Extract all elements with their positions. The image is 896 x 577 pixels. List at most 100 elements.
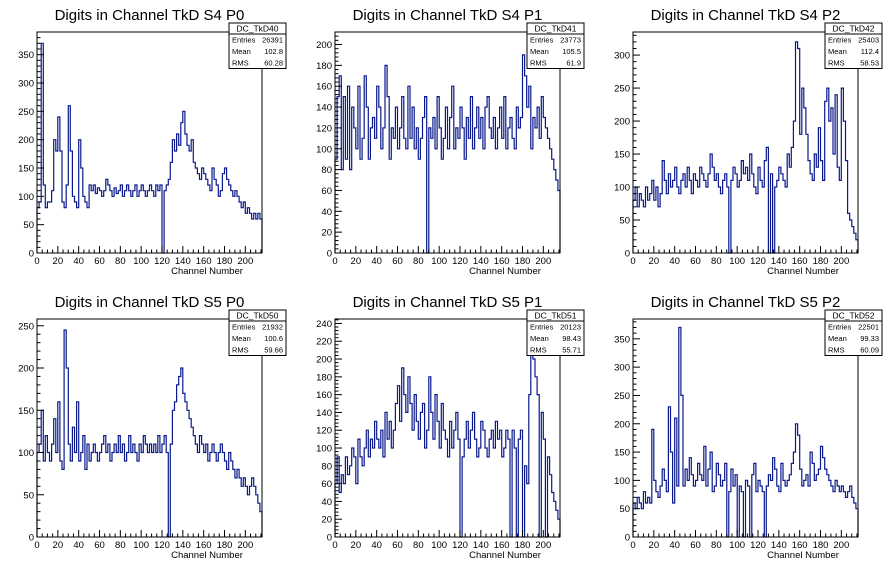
y-tick-label: 0: [29, 533, 34, 544]
y-tick-label: 250: [614, 391, 630, 402]
x-tick-label: 180: [515, 540, 531, 551]
stats-box-value: 60.28: [264, 59, 283, 68]
chart-panel: Digits in Channel TkD S5 P2 0 20 40 60 80 100 1…: [614, 294, 883, 561]
x-tick-label: 40: [73, 540, 84, 551]
x-tick-label: 140: [771, 256, 787, 267]
plot-frame: [334, 318, 561, 538]
y-tick-label: 20: [321, 228, 332, 239]
stats-box-value: 102.8: [264, 47, 283, 56]
chart-title: Digits in Channel TkD S4 P2: [651, 7, 841, 24]
y-tick-label: 200: [18, 364, 34, 375]
x-tick-label: 140: [473, 540, 489, 551]
x-tick-label: 60: [690, 256, 701, 267]
x-axis-label: Channel Number: [469, 266, 541, 277]
x-tick-label: 140: [175, 256, 191, 267]
x-tick-label: 100: [431, 540, 447, 551]
y-tick-label: 0: [625, 533, 630, 544]
x-axis-label: Channel Number: [469, 550, 541, 561]
y-tick-label: 0: [29, 249, 34, 260]
x-tick-label: 0: [34, 256, 39, 267]
x-tick-label: 0: [630, 256, 635, 267]
chart-title: Digits in Channel TkD S5 P0: [55, 294, 245, 311]
x-tick-label: 20: [649, 540, 660, 551]
x-tick-label: 160: [792, 540, 808, 551]
x-tick-label: 140: [473, 256, 489, 267]
y-tick-label: 160: [316, 390, 332, 401]
y-tick-label: 180: [316, 61, 332, 72]
y-tick-label: 200: [614, 419, 630, 430]
x-tick-label: 20: [351, 256, 362, 267]
y-tick-label: 50: [23, 220, 34, 231]
x-tick-label: 140: [771, 540, 787, 551]
histogram-series-line: [334, 54, 561, 254]
stats-box-value: 60.09: [860, 346, 879, 355]
stats-box: DC_TkD52 Entries 22501 Mean 99.33 RMS 60.09: [824, 309, 883, 356]
x-tick-label: 80: [115, 540, 126, 551]
stats-box-key: Entries: [828, 36, 852, 45]
stats-box-frame: [228, 22, 287, 69]
stats-box-key: RMS: [232, 59, 249, 68]
x-tick-label: 160: [494, 256, 510, 267]
y-tick-label: 80: [321, 461, 332, 472]
chart-title: Digits in Channel TkD S5 P2: [651, 294, 841, 311]
y-tick-label: 20: [321, 515, 332, 526]
stats-box-value: 112.4: [861, 47, 879, 56]
x-tick-label: 100: [729, 256, 745, 267]
x-tick-label: 100: [431, 256, 447, 267]
y-tick-label: 160: [316, 82, 332, 93]
stats-box: DC_TkD51 Entries 20123 Mean 98.43 RMS 55.71: [526, 309, 585, 356]
stats-box-value: 105.5: [562, 47, 581, 56]
y-tick-label: 300: [18, 79, 34, 90]
y-tick-label: 350: [614, 334, 630, 345]
y-tick-label: 100: [316, 444, 332, 455]
stats-box-key: RMS: [828, 346, 845, 355]
histogram-series-line: [334, 340, 561, 538]
x-tick-label: 20: [649, 256, 660, 267]
y-tick-label: 100: [614, 476, 630, 487]
y-tick-label: 240: [316, 319, 332, 330]
stats-box: DC_TkD42 Entries 25403 Mean 112.4 RMS 58.53: [824, 22, 883, 69]
chart-panel: Digits in Channel TkD S4 P0 0 20 40 60 80 100 1…: [18, 7, 287, 277]
x-tick-label: 200: [237, 256, 253, 267]
histogram-series-line: [632, 326, 859, 538]
chart-title: Digits in Channel TkD S4 P1: [353, 7, 543, 24]
stats-box-value: 99.33: [860, 334, 879, 343]
y-tick-label: 150: [614, 150, 630, 161]
stats-box-name: DC_TkD52: [832, 311, 874, 321]
stats-box-key: Mean: [232, 47, 251, 56]
x-tick-label: 60: [392, 540, 403, 551]
y-tick-label: 180: [316, 372, 332, 383]
stats-box-key: RMS: [232, 346, 249, 355]
x-tick-label: 180: [217, 256, 233, 267]
stats-box-frame: [228, 309, 287, 356]
chart-title: Digits in Channel TkD S4 P0: [55, 7, 245, 24]
x-tick-label: 80: [711, 256, 722, 267]
histogram-series-line: [36, 42, 263, 254]
x-tick-label: 100: [133, 540, 149, 551]
stats-box-value: 98.43: [562, 334, 581, 343]
stats-box-frame: [824, 309, 883, 356]
x-axis-label: Channel Number: [767, 550, 839, 561]
x-tick-label: 120: [452, 540, 468, 551]
x-tick-label: 60: [94, 540, 105, 551]
y-tick-label: 50: [23, 490, 34, 501]
stats-box-key: RMS: [828, 59, 845, 68]
stats-box-key: Mean: [828, 47, 847, 56]
x-tick-label: 40: [371, 540, 382, 551]
y-tick-label: 60: [321, 479, 332, 490]
x-tick-label: 120: [750, 256, 766, 267]
stats-box-value: 26391: [262, 36, 283, 45]
y-tick-label: 100: [18, 192, 34, 203]
y-tick-label: 100: [316, 144, 332, 155]
x-tick-label: 40: [73, 256, 84, 267]
y-tick-label: 150: [18, 164, 34, 175]
y-tick-label: 140: [316, 103, 332, 114]
y-tick-label: 100: [614, 183, 630, 194]
y-tick-label: 40: [321, 207, 332, 218]
stats-box: DC_TkD40 Entries 26391 Mean 102.8 RMS 60.28: [228, 22, 287, 69]
x-axis-label: Channel Number: [171, 550, 243, 561]
histogram-series-line: [36, 329, 263, 538]
x-tick-label: 180: [813, 256, 829, 267]
